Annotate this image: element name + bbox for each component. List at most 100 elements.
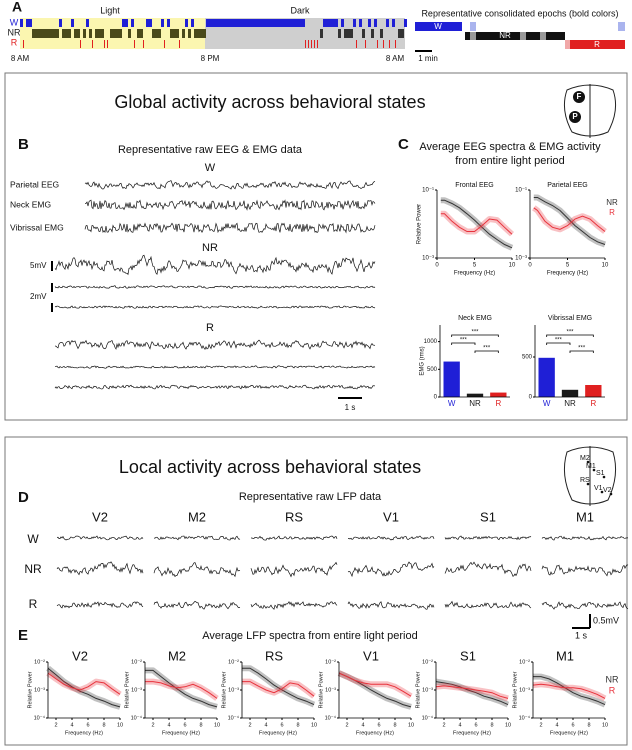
scale-label: 2mV [30, 292, 47, 301]
dark-label: Dark [290, 5, 310, 15]
wake-epoch [251, 19, 254, 27]
y-axis-label: Relative Power [27, 671, 33, 708]
nrem-epoch [152, 29, 155, 38]
nrem-epoch [56, 29, 59, 38]
y-axis-label: Relative Power [124, 671, 130, 708]
state-heading: R [206, 322, 214, 334]
y-tick-label: 10⁻⁴ [325, 714, 337, 721]
region-label: M2 [188, 509, 206, 524]
local-box [4, 436, 628, 746]
y-tick-label: 500 [427, 367, 438, 373]
spectrum-line [440, 199, 513, 249]
nrem-epoch [176, 29, 179, 38]
wake-epoch [206, 19, 209, 27]
x-tick-label: 2 [151, 722, 154, 728]
wake-epoch [323, 19, 326, 27]
chart-title: Frontal EEG [455, 182, 494, 189]
x-tick-label: 5 [473, 263, 477, 269]
rem-epoch [377, 40, 378, 48]
raw-trace [153, 562, 241, 578]
wake-epoch [404, 19, 407, 27]
x-tick-label: 6 [183, 722, 186, 728]
state-label: R [11, 37, 18, 47]
wake-epoch [185, 19, 188, 27]
rem-epoch [179, 40, 180, 48]
nrem-epoch [110, 29, 113, 38]
raw-trace [84, 222, 376, 234]
x-axis-label: Frequency (Hz) [259, 730, 297, 736]
x-tick-label: 8 [102, 722, 105, 728]
site-dot [600, 490, 604, 494]
site-dot [609, 492, 613, 496]
site-dot [592, 468, 596, 472]
state-heading: W [205, 162, 216, 174]
nrem-epoch [32, 29, 35, 38]
x-tick-label: 10 [602, 263, 609, 269]
raw-trace [154, 535, 241, 541]
panel-letter: D [18, 489, 29, 506]
nrem-epoch [35, 29, 38, 38]
y-tick-label: 10⁻² [228, 659, 239, 665]
wake-epoch [242, 19, 245, 27]
panel-letter: C [398, 136, 409, 153]
nrem-epoch [74, 29, 77, 38]
rem-epoch [305, 40, 306, 48]
chart-title: V1 [363, 648, 379, 663]
wake-epoch [287, 19, 290, 27]
site-label: RS [580, 477, 590, 484]
wake-epoch [245, 19, 248, 27]
x-tick-label: 4 [555, 722, 558, 728]
y-tick-label: 0 [434, 395, 438, 401]
significance-bracket [569, 350, 594, 353]
y-tick-label: 10⁻³ [131, 687, 142, 693]
legend-entry: R [609, 208, 615, 217]
epoch-w [415, 22, 462, 31]
raw-trace [56, 601, 144, 609]
raw-trace [54, 365, 376, 369]
spectrum-line [532, 683, 606, 699]
global-box [4, 72, 628, 421]
nrem-epoch [116, 29, 119, 38]
nrem-epoch [128, 29, 131, 38]
wake-epoch [224, 19, 227, 27]
region-label: M1 [576, 509, 594, 524]
wake-epoch [275, 19, 278, 27]
bar [561, 389, 579, 397]
raw-trace [250, 601, 338, 610]
y-tick-label: 10⁻¹ [422, 188, 434, 194]
nrem-epoch [119, 29, 122, 38]
rem-epoch [134, 40, 135, 48]
spectrum-line [440, 213, 513, 235]
wake-epoch [293, 19, 296, 27]
section-title: Local activity across behavioral states [119, 457, 421, 477]
x-tick-label: 2 [539, 722, 542, 728]
wake-epoch [131, 19, 134, 27]
nrem-epoch [380, 29, 383, 38]
x-tick-label: 6 [571, 722, 574, 728]
raw-trace [541, 564, 629, 577]
electrode-label: F [577, 92, 582, 101]
nrem-epoch [371, 29, 374, 38]
x-tick-label: 4 [458, 722, 461, 728]
wake-epoch [20, 19, 23, 27]
wake-epoch [59, 19, 62, 27]
wake-epoch [257, 19, 260, 27]
spectrum-line [242, 681, 315, 697]
raw-trace [153, 600, 241, 610]
error-band [435, 682, 509, 702]
rem-epoch [314, 40, 315, 48]
x-tick-label: 2 [54, 722, 57, 728]
y-tick-label: 10⁻³ [228, 687, 239, 693]
wake-epoch [254, 19, 257, 27]
wake-epoch [266, 19, 269, 27]
nrem-epoch [401, 29, 404, 38]
chart-title: M1 [556, 648, 574, 663]
nrem-epoch [50, 29, 53, 38]
y-tick-label: 10⁻³ [325, 687, 336, 693]
wake-epoch [149, 19, 152, 27]
wake-epoch [278, 19, 281, 27]
nrem-epoch [68, 29, 71, 38]
y-tick-label: 0 [529, 395, 533, 401]
wake-epoch [248, 19, 251, 27]
channel-label: Parietal EEG [10, 179, 59, 189]
